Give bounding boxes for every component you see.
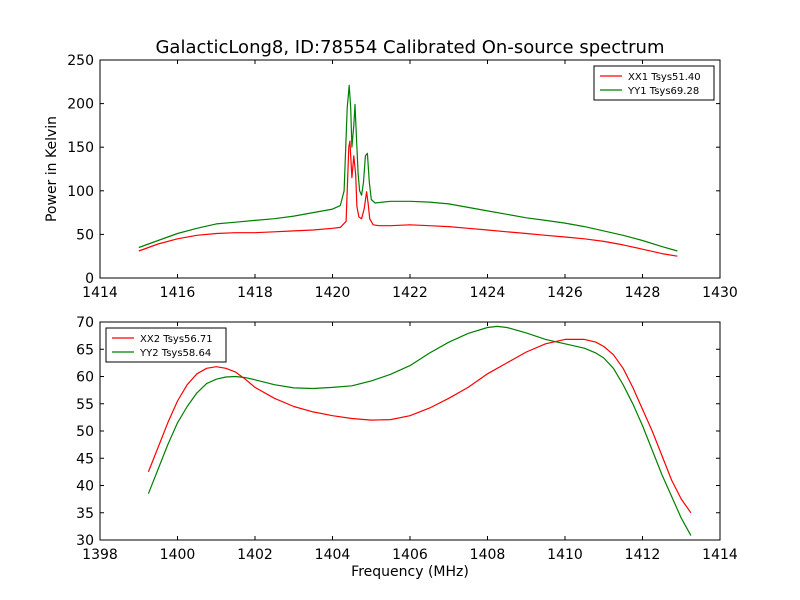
legend-entry: YY2 Tsys58.64 xyxy=(139,348,211,359)
x-tick-label: 1412 xyxy=(625,547,661,563)
x-tick-label: 1426 xyxy=(547,285,583,301)
y-tick-label: 30 xyxy=(76,533,94,549)
y-tick-label: 200 xyxy=(67,97,94,113)
x-tick-label: 1414 xyxy=(702,547,738,563)
y-tick-label: 70 xyxy=(76,315,94,331)
x-tick-label: 1410 xyxy=(547,547,583,563)
y-tick-label: 65 xyxy=(76,342,94,358)
x-tick-label: 1430 xyxy=(702,285,738,301)
x-tick-label: 1424 xyxy=(470,285,506,301)
legend-box xyxy=(593,65,715,101)
x-tick-label: 1414 xyxy=(82,285,118,301)
y-tick-label: 60 xyxy=(76,370,94,386)
y-axis-label: Power in Kelvin xyxy=(44,116,60,222)
y-tick-label: 55 xyxy=(76,397,94,413)
series-line-1 xyxy=(147,338,692,514)
x-tick-label: 1422 xyxy=(392,285,428,301)
legend-entry: XX1 Tsys51.40 xyxy=(628,72,701,83)
figure-title: GalacticLong8, ID:78554 Calibrated On-so… xyxy=(155,37,664,58)
legend-entry: XX2 Tsys56.71 xyxy=(140,334,213,345)
x-tick-label: 1416 xyxy=(160,285,196,301)
x-tick-label: 1404 xyxy=(315,547,351,563)
series-line-2 xyxy=(147,325,692,536)
series-line-2 xyxy=(138,84,678,252)
top-spectrum-panel: 1414 1416 1418 1420 1422 1424 1426 1428 1430 0 50 1… xyxy=(44,53,738,301)
x-tick-label: 1406 xyxy=(392,547,428,563)
series-line-1 xyxy=(138,140,678,257)
y-tick-label: 100 xyxy=(67,184,94,200)
x-tick-label: 1400 xyxy=(160,547,196,563)
x-tick-label: 1428 xyxy=(625,285,661,301)
legend-entry: YY1 Tsys69.28 xyxy=(627,86,699,97)
y-tick-label: 40 xyxy=(76,479,94,495)
y-tick-label: 0 xyxy=(85,271,94,287)
y-tick-label: 35 xyxy=(76,506,94,522)
y-tick-label: 50 xyxy=(76,424,94,440)
bottom-spectrum-panel: 1398 1400 1402 1404 1406 1408 1410 1412 1414 30 35… xyxy=(76,315,738,580)
x-tick-label: 1398 xyxy=(82,547,118,563)
x-tick-label: 1402 xyxy=(237,547,273,563)
y-tick-label: 250 xyxy=(67,53,94,69)
legend: XX2 Tsys56.71 YY2 Tsys58.64 xyxy=(105,327,227,363)
x-tick-label: 1420 xyxy=(315,285,351,301)
y-tick-label: 150 xyxy=(67,140,94,156)
y-tick-label: 50 xyxy=(76,227,94,243)
x-tick-label: 1418 xyxy=(237,285,273,301)
legend-box xyxy=(105,327,227,363)
x-axis-label: Frequency (MHz) xyxy=(351,564,469,580)
x-tick-label: 1408 xyxy=(470,547,506,563)
y-tick-label: 45 xyxy=(76,451,94,467)
legend: XX1 Tsys51.40 YY1 Tsys69.28 xyxy=(593,65,715,101)
